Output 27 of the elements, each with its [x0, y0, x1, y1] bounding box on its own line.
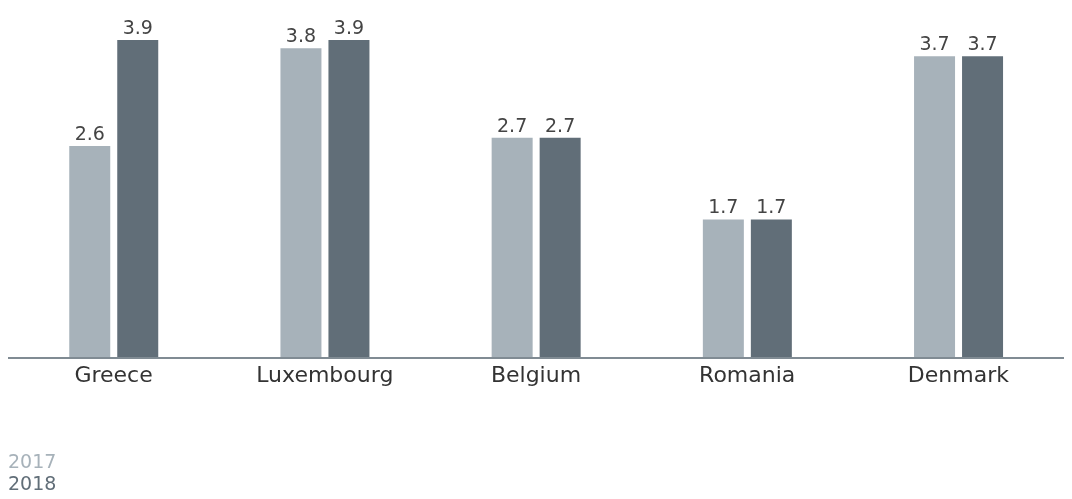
data-label: 3.8 — [285, 24, 317, 47]
text: 2017 — [8, 450, 58, 472]
bar — [117, 40, 159, 358]
data-label: 3.9 — [333, 16, 365, 38]
bar — [539, 137, 581, 358]
x-tick-label: Belgium — [490, 361, 582, 387]
x-tick-label: Denmark — [907, 361, 1010, 387]
bar — [750, 219, 792, 358]
data-label: 1.7 — [708, 195, 739, 218]
data-label: 2.7 — [545, 113, 576, 136]
x-tick-label: Romania — [699, 361, 796, 387]
bar — [328, 40, 370, 358]
data-label: 3.7 — [919, 32, 950, 55]
bar — [280, 48, 322, 358]
bar — [69, 146, 111, 358]
bar — [962, 56, 1004, 358]
bar — [491, 137, 533, 358]
data-label: 3.7 — [967, 32, 998, 55]
bar — [914, 56, 956, 358]
x-tick-label: Greece — [74, 361, 153, 387]
x-tick-label: Luxembourg — [256, 361, 394, 387]
data-label: 2.6 — [74, 122, 105, 144]
text: 2018 — [8, 472, 58, 494]
data-label: 1.7 — [756, 195, 787, 218]
data-label: 3.9 — [122, 16, 153, 38]
bar — [702, 219, 744, 358]
data-label: 2.7 — [497, 113, 528, 136]
